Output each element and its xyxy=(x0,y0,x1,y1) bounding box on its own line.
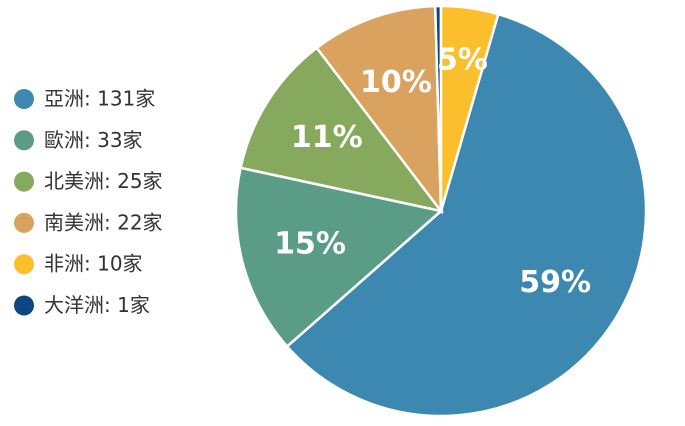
legend-marker xyxy=(14,254,34,275)
pie-slice xyxy=(239,46,445,213)
slice-label: 10% xyxy=(360,65,432,100)
pie-slice xyxy=(439,4,500,212)
legend-label: 大洋洲: 1家 xyxy=(44,293,150,317)
slice-label: 59% xyxy=(519,265,591,300)
legend-label: 亞洲: 131家 xyxy=(44,87,155,111)
slice-label: 11% xyxy=(291,120,363,155)
legend-marker xyxy=(14,89,34,109)
legend-marker xyxy=(14,212,34,233)
pie-slice xyxy=(285,12,648,418)
legend-marker xyxy=(14,171,34,192)
legend-marker xyxy=(14,295,34,316)
legend-marker xyxy=(14,130,34,151)
legend-label: 歐洲: 33家 xyxy=(44,128,143,152)
slice-label: 5% xyxy=(437,42,488,77)
legend-label: 南美洲: 22家 xyxy=(44,210,163,234)
legend-label: 北美洲: 25家 xyxy=(44,169,163,193)
pie-slice xyxy=(315,4,443,215)
slice-label: 15% xyxy=(274,227,346,262)
legend-label: 非洲: 10家 xyxy=(44,252,143,276)
pie-slice xyxy=(234,166,444,349)
